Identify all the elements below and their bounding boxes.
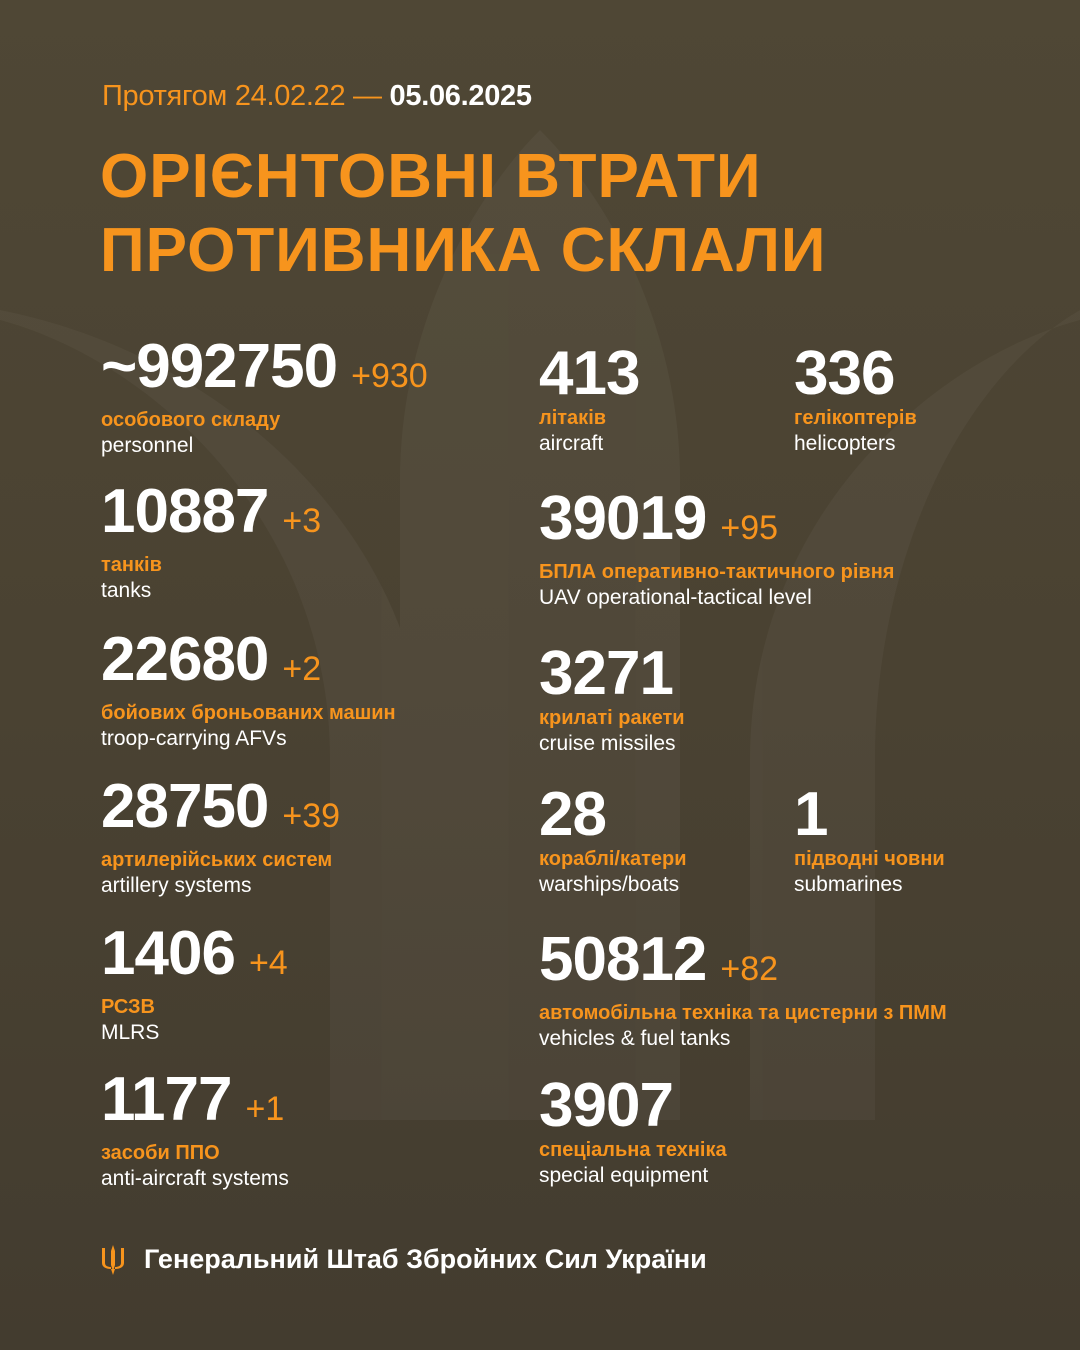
period-heading: Протягом 24.02.22 — 05.06.2025 xyxy=(102,80,532,113)
stat-value-row: 3907 xyxy=(539,1074,727,1138)
stat-special-equipment: 3907 спеціальна техніка special equipmen… xyxy=(539,1074,727,1188)
stat-value: 28750 xyxy=(101,772,269,841)
title-line-2: ПРОТИВНИКА СКЛАЛИ xyxy=(100,216,827,285)
stat-value-row: 10887 +3 xyxy=(101,480,321,553)
stat-label-ua: танків xyxy=(101,554,162,576)
stat-label-ua: БПЛА оперативно-тактичного рівня xyxy=(539,561,895,583)
stat-value-row: 28750 +39 xyxy=(101,775,340,848)
stat-label-ua: засоби ППО xyxy=(101,1142,220,1164)
stat-value-row: ~992750 +930 xyxy=(101,335,428,408)
stat-delta: +95 xyxy=(720,509,779,547)
stat-delta: +930 xyxy=(351,357,428,395)
stat-value: 1177 xyxy=(101,1065,233,1134)
stat-value: 28 xyxy=(539,780,607,849)
stat-air-defense: 1177 +1 засоби ППО anti-aircraft systems xyxy=(101,1068,289,1191)
stat-value: 1 xyxy=(794,780,828,849)
stat-aircraft: 413 літаків aircraft xyxy=(539,339,640,456)
stat-label-en: cruise missiles xyxy=(539,732,676,755)
stat-delta: +2 xyxy=(282,650,322,688)
stat-value: 336 xyxy=(794,339,895,408)
stat-value-row: 1 xyxy=(794,783,945,847)
stat-delta: +1 xyxy=(245,1090,285,1128)
stat-value: 3907 xyxy=(539,1071,674,1140)
stat-cruise-missiles: 3271 крилаті ракети cruise missiles xyxy=(539,642,685,756)
stat-label-ua: спеціальна техніка xyxy=(539,1139,727,1161)
stat-value-row: 28 xyxy=(539,783,687,847)
stat-label-ua: особового складу xyxy=(101,409,281,431)
stat-mlrs: 1406 +4 РСЗВ MLRS xyxy=(101,922,288,1045)
stat-delta: +4 xyxy=(248,944,288,982)
stat-value: 10887 xyxy=(101,477,269,546)
stat-delta: +3 xyxy=(282,502,322,540)
stat-value: 50812 xyxy=(539,925,707,994)
stat-submarines: 1 підводні човни submarines xyxy=(794,783,945,897)
stat-delta: +82 xyxy=(720,950,779,988)
stat-value-row: 413 xyxy=(539,339,640,408)
stat-vehicles: 50812 +82 автомобільна техніка та цистерн… xyxy=(539,928,947,1051)
stat-label-ua: літаків xyxy=(539,407,607,429)
stat-label-en: special equipment xyxy=(539,1164,709,1187)
stat-label-en: aircraft xyxy=(539,432,604,455)
period-date: 05.06.2025 xyxy=(389,80,532,112)
stat-label-en: helicopters xyxy=(794,432,896,455)
stat-value-row: 1177 +1 xyxy=(101,1068,289,1141)
stat-label-en: UAV operational-tactical level xyxy=(539,586,812,609)
stat-label-ua: автомобільна техніка та цистерни з ПММ xyxy=(539,1002,947,1024)
footer-org: Генеральний Штаб Збройних Сил України xyxy=(144,1244,707,1274)
stat-label-ua: артилерійських систем xyxy=(101,849,333,871)
stat-value-row: 3271 xyxy=(539,642,685,706)
stat-value: 1406 xyxy=(101,919,236,988)
stat-afv: 22680 +2 бойових броньованих машин troop-… xyxy=(101,628,396,751)
trident-icon xyxy=(102,1244,124,1275)
stat-label-en: warships/boats xyxy=(539,873,680,896)
period-prefix: Протягом 24.02.22 — xyxy=(102,80,382,112)
stat-label-en: tanks xyxy=(101,579,152,602)
stat-label-en: troop-carrying AFVs xyxy=(101,727,287,750)
title-line-1: ОРІЄНТОВНІ ВТРАТИ xyxy=(100,142,762,211)
stat-value: 22680 xyxy=(101,625,269,694)
page-title: ОРІЄНТОВНІ ВТРАТИ ПРОТИВНИКА СКЛАЛИ xyxy=(100,140,826,288)
stat-label-ua: крилаті ракети xyxy=(539,707,685,729)
stat-label-en: artillery systems xyxy=(101,874,252,897)
stat-uav: 39019 +95 БПЛА оперативно-тактичного рівн… xyxy=(539,487,894,610)
stat-label-ua: РСЗВ xyxy=(101,996,155,1018)
stat-warships: 28 кораблі/катери warships/boats xyxy=(539,783,687,897)
stat-label-en: MLRS xyxy=(101,1021,160,1044)
stat-label-en: personnel xyxy=(101,434,194,457)
stat-label-ua: підводні човни xyxy=(794,848,945,870)
stat-label-ua: гелікоптерів xyxy=(794,407,917,429)
footer: Генеральний Штаб Збройних Сил України xyxy=(100,1244,707,1275)
stat-tanks: 10887 +3 танків tanks xyxy=(101,480,321,603)
stat-value: 3271 xyxy=(539,639,674,708)
stat-value-row: 22680 +2 xyxy=(101,628,396,701)
stat-label-en: anti-aircraft systems xyxy=(101,1167,289,1190)
stat-helicopters: 336 гелікоптерів helicopters xyxy=(794,342,917,456)
stat-label-en: submarines xyxy=(794,873,903,896)
stat-value: 413 xyxy=(539,339,640,408)
stat-value-row: 50812 +82 xyxy=(539,928,947,1001)
stat-value-row: 1406 +4 xyxy=(101,922,288,995)
stat-value: ~992750 xyxy=(101,332,338,401)
stat-label-ua: бойових броньованих машин xyxy=(101,702,396,724)
stat-label-en: vehicles & fuel tanks xyxy=(539,1027,731,1050)
stat-value: 39019 xyxy=(539,484,707,553)
stat-personnel: ~992750 +930 особового складу personnel xyxy=(101,335,428,458)
stat-delta: +39 xyxy=(282,797,341,835)
stat-artillery: 28750 +39 артилерійських систем artillery… xyxy=(101,775,340,898)
stat-value-row: 336 xyxy=(794,342,917,406)
stat-label-ua: кораблі/катери xyxy=(539,848,687,870)
stat-value-row: 39019 +95 xyxy=(539,487,894,560)
